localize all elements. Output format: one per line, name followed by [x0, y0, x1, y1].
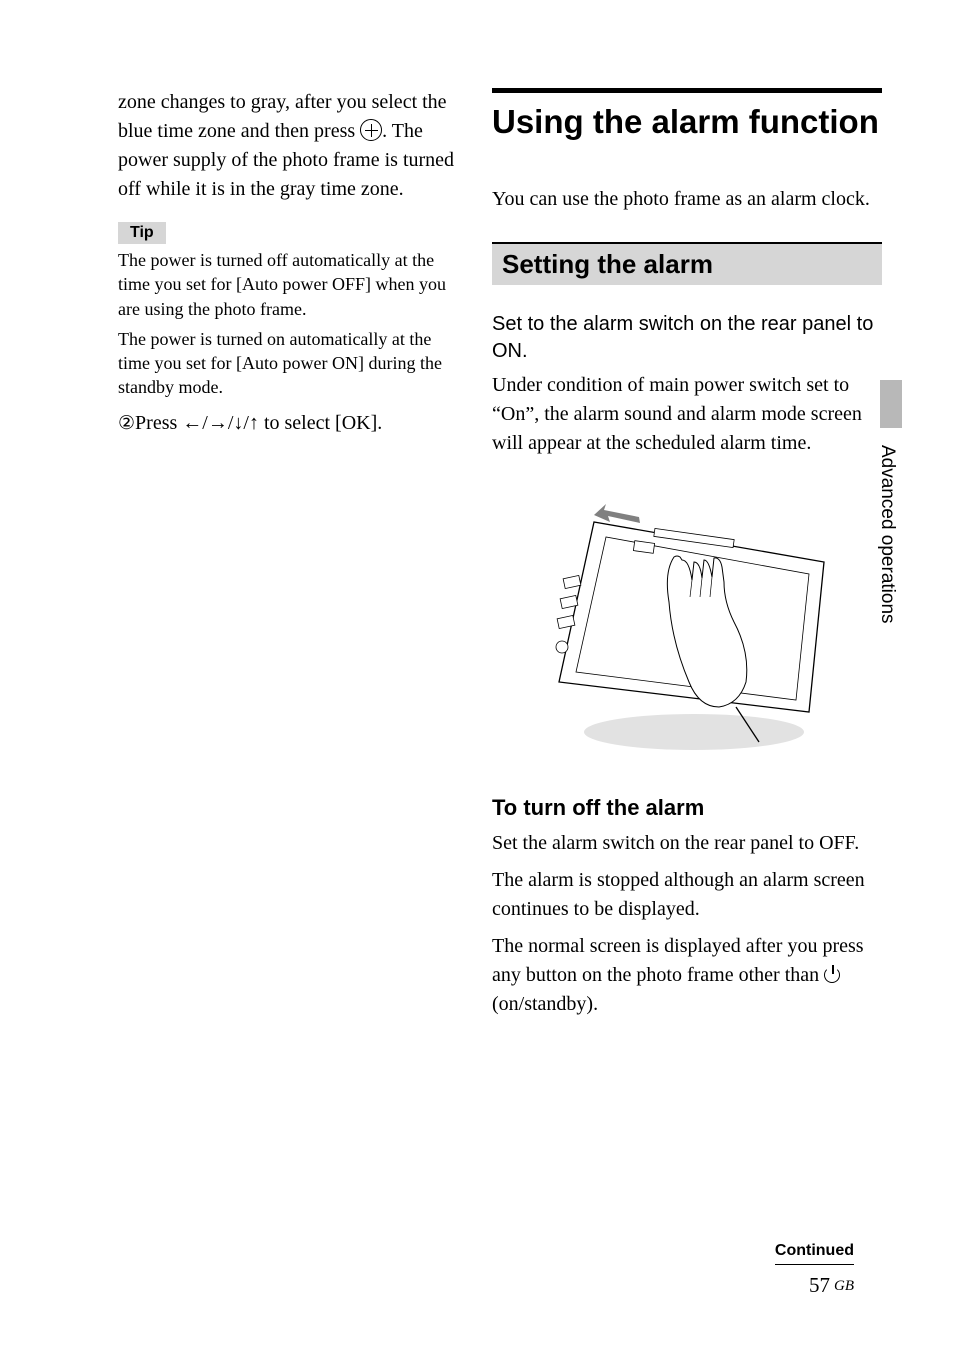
arrow-icons: ←/→/↓/↑: [182, 412, 259, 434]
tip-text-1: The power is turned off automatically at…: [118, 248, 458, 321]
intro-text: You can use the photo frame as an alarm …: [492, 185, 882, 214]
heading-1: Using the alarm function: [492, 88, 882, 141]
continued-label: Continued: [775, 1242, 854, 1265]
heading-3: To turn off the alarm: [492, 795, 882, 821]
tip-label: Tip: [118, 222, 166, 244]
step-text-a: Press: [135, 412, 182, 434]
off-2: The alarm is stopped although an alarm s…: [492, 866, 882, 924]
step-2: ②Press ←/→/↓/↑ to select [OK].: [118, 412, 458, 435]
left-column: zone changes to gray, after you select t…: [118, 88, 458, 1019]
region-code: GB: [834, 1278, 854, 1294]
step-number: ②: [118, 413, 135, 434]
continuation-text: zone changes to gray, after you select t…: [118, 88, 458, 204]
step-text-b: to select [OK].: [259, 412, 382, 434]
rear-panel-illustration: [524, 482, 844, 762]
body-1: Under condition of main power switch set…: [492, 371, 882, 458]
off-3b: (on/standby).: [492, 993, 598, 1015]
page-number: 57: [809, 1273, 830, 1297]
power-icon: [824, 967, 840, 983]
heading-2: Setting the alarm: [492, 242, 882, 285]
off-3a: The normal screen is displayed after you…: [492, 935, 864, 986]
section-tab: [880, 380, 902, 428]
tip-text-2: The power is turned on automatically at …: [118, 327, 458, 400]
sub-instruction: Set to the alarm switch on the rear pane…: [492, 311, 882, 365]
enter-icon: [360, 119, 382, 141]
section-label: Advanced operations: [876, 445, 898, 624]
page-footer: Continued 57 GB: [775, 1242, 854, 1298]
right-column: Using the alarm function You can use the…: [492, 88, 882, 1019]
off-1: Set the alarm switch on the rear panel t…: [492, 829, 882, 858]
off-3: The normal screen is displayed after you…: [492, 932, 882, 1019]
